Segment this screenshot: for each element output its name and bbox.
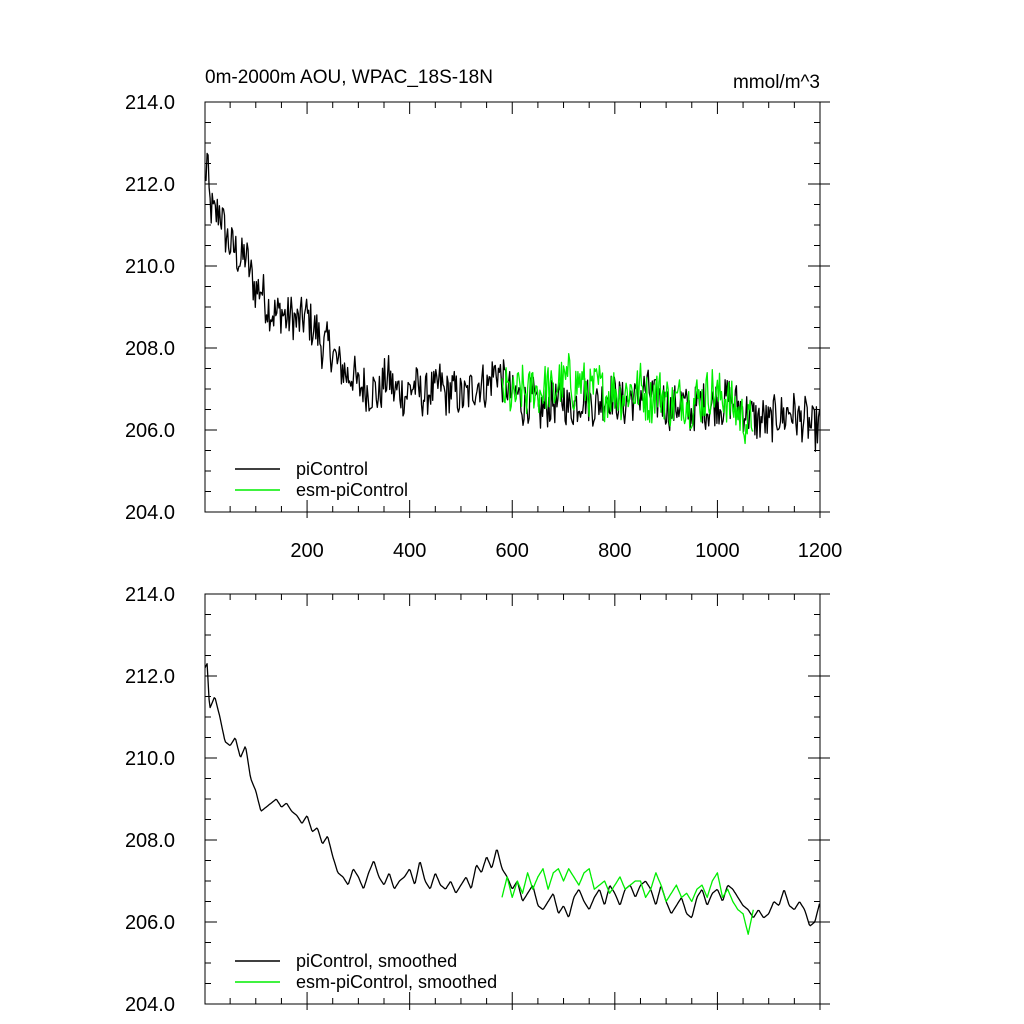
legend-label-esm-picontrol-smoothed: esm-piControl, smoothed — [296, 972, 497, 992]
chart-title: 0m-2000m AOU, WPAC_18S-18N — [205, 67, 493, 88]
units-label: mmol/m^3 — [733, 72, 820, 93]
legend-label-picontrol: piControl — [296, 459, 368, 479]
x-tick-label: 800 — [598, 540, 631, 562]
y-tick-label: 214.0 — [125, 584, 175, 606]
y-tick-label: 204.0 — [125, 994, 175, 1016]
y-tick-label: 210.0 — [125, 256, 175, 278]
series-line-esm-picontrol — [501, 353, 754, 445]
x-tick-label: 1000 — [695, 540, 740, 562]
bottom-panel: 204.0 206.0 208.0 210.0 212.0 214.0 piControl… — [125, 584, 830, 1016]
series-line-picontrol-smoothed — [204, 663, 821, 927]
plot-frame — [204, 101, 821, 513]
axis-ticks — [205, 593, 830, 1010]
axis-ticks — [205, 101, 830, 518]
y-tick-labels: 204.0 206.0 208.0 210.0 212.0 214.0 — [125, 92, 175, 524]
plot-frame — [204, 593, 821, 1005]
y-tick-label: 212.0 — [125, 174, 175, 196]
top-panel: 0m-2000m AOU, WPAC_18S-18N mmol/m^3 204.… — [125, 67, 842, 562]
y-tick-label: 210.0 — [125, 748, 175, 770]
series-lines — [204, 663, 821, 935]
y-tick-label: 214.0 — [125, 92, 175, 114]
legend-label-picontrol-smoothed: piControl, smoothed — [296, 951, 457, 971]
x-tick-label: 600 — [496, 540, 529, 562]
y-tick-label: 212.0 — [125, 666, 175, 688]
legend: piControl, smoothed esm-piControl, smoot… — [235, 951, 497, 992]
x-tick-label: 200 — [290, 540, 323, 562]
y-tick-label: 204.0 — [125, 502, 175, 524]
y-tick-label: 208.0 — [125, 338, 175, 360]
x-tick-label: 400 — [393, 540, 426, 562]
x-tick-label: 1200 — [798, 540, 843, 562]
series-lines — [204, 152, 821, 452]
y-tick-label: 208.0 — [125, 830, 175, 852]
y-tick-label: 206.0 — [125, 912, 175, 934]
y-tick-label: 206.0 — [125, 420, 175, 442]
series-line-esm-picontrol-smoothed — [501, 868, 754, 935]
y-tick-labels: 204.0 206.0 208.0 210.0 212.0 214.0 — [125, 584, 175, 1016]
legend: piControl esm-piControl — [235, 459, 408, 500]
x-tick-labels: 200 400 600 800 1000 1200 — [290, 540, 842, 562]
legend-label-esm-picontrol: esm-piControl — [296, 480, 408, 500]
